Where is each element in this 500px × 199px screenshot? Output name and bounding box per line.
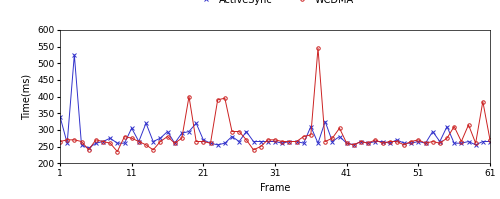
ActiveSync: [300, 142, 306, 144]
ActiveSync: [57, 115, 63, 118]
ActiveSync: [72, 54, 78, 56]
WCDMA: [164, 135, 170, 138]
WCDMA: [487, 139, 493, 141]
Line: WCDMA: WCDMA: [58, 46, 492, 153]
WCDMA: [444, 137, 450, 139]
WCDMA: [150, 149, 156, 151]
Y-axis label: Time(ms): Time(ms): [22, 73, 32, 120]
X-axis label: Frame: Frame: [260, 183, 290, 193]
ActiveSync: [172, 142, 177, 144]
WCDMA: [330, 137, 336, 139]
ActiveSync: [86, 147, 91, 149]
Line: ActiveSync: ActiveSync: [58, 53, 492, 150]
ActiveSync: [222, 142, 228, 144]
WCDMA: [114, 150, 120, 153]
ActiveSync: [330, 140, 336, 143]
WCDMA: [294, 140, 300, 143]
WCDMA: [315, 47, 321, 49]
ActiveSync: [158, 137, 164, 139]
ActiveSync: [444, 125, 450, 128]
Legend: ActiveSync, WCDMA: ActiveSync, WCDMA: [196, 0, 354, 5]
WCDMA: [214, 99, 220, 101]
WCDMA: [57, 140, 63, 143]
ActiveSync: [487, 140, 493, 143]
